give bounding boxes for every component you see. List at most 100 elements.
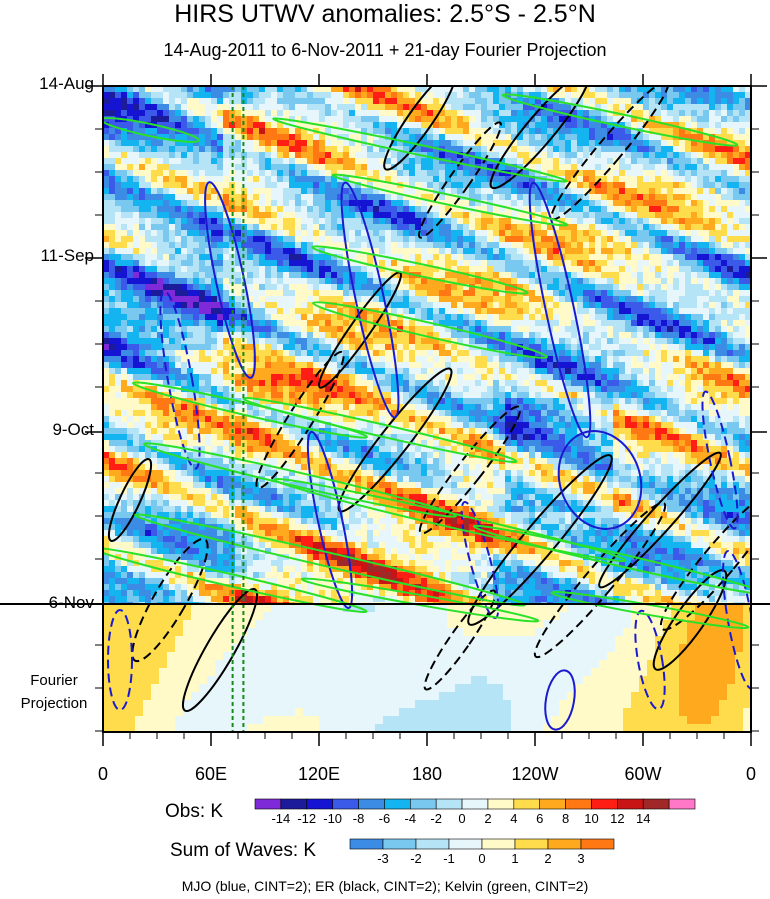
obs-cell bbox=[175, 278, 182, 285]
obs-cell bbox=[625, 314, 632, 321]
obs-cell bbox=[247, 272, 254, 279]
obs-cell bbox=[259, 278, 266, 285]
obs-cell bbox=[529, 200, 536, 207]
obs-cell bbox=[499, 272, 506, 279]
obs-cell bbox=[565, 320, 572, 327]
obs-cell bbox=[715, 260, 722, 267]
obs-cell bbox=[139, 158, 146, 165]
obs-cell bbox=[457, 296, 464, 303]
obs-cell bbox=[733, 176, 740, 183]
obs-cell bbox=[379, 248, 386, 255]
obs-cell bbox=[673, 320, 680, 327]
obs-cell bbox=[655, 296, 662, 303]
obs-cell bbox=[637, 140, 644, 147]
obs-cell bbox=[331, 356, 338, 363]
obs-cell bbox=[385, 230, 392, 237]
obs-cell bbox=[127, 140, 134, 147]
obs-cell bbox=[241, 362, 248, 369]
obs-cell bbox=[607, 182, 614, 189]
obs-cell bbox=[367, 206, 374, 213]
obs-cell bbox=[169, 104, 176, 111]
obs-cell bbox=[217, 284, 224, 291]
obs-cell bbox=[535, 242, 542, 249]
obs-cell bbox=[511, 140, 518, 147]
obs-cell bbox=[421, 104, 428, 111]
obs-cell bbox=[283, 326, 290, 333]
obs-cell bbox=[697, 122, 704, 129]
obs-cell bbox=[505, 236, 512, 243]
obs-cell bbox=[115, 266, 122, 273]
obs-cell bbox=[367, 110, 374, 117]
obs-cell bbox=[385, 284, 392, 291]
obs-cell bbox=[547, 92, 554, 99]
obs-cell bbox=[403, 170, 410, 177]
obs-cell bbox=[553, 194, 560, 201]
obs-cell bbox=[337, 212, 344, 219]
obs-cell bbox=[103, 290, 110, 297]
obs-cell bbox=[217, 182, 224, 189]
obs-cell bbox=[277, 218, 284, 225]
obs-cell bbox=[709, 248, 716, 255]
obs-cell bbox=[727, 332, 734, 339]
obs-cell bbox=[295, 152, 302, 159]
obs-cell bbox=[487, 248, 494, 255]
obs-cell bbox=[733, 302, 740, 309]
obs-cell bbox=[259, 164, 266, 171]
obs-cell bbox=[487, 296, 494, 303]
obs-cell bbox=[505, 344, 512, 351]
obs-cell bbox=[367, 212, 374, 219]
obs-cell bbox=[721, 272, 728, 279]
obs-cell bbox=[337, 182, 344, 189]
obs-cell bbox=[211, 332, 218, 339]
obs-cell bbox=[121, 254, 128, 261]
obs-cell bbox=[685, 200, 692, 207]
obs-cell bbox=[523, 116, 530, 123]
obs-cell bbox=[679, 314, 686, 321]
obs-cell bbox=[313, 356, 320, 363]
obs-cell bbox=[727, 170, 734, 177]
obs-cell bbox=[649, 176, 656, 183]
obs-cell bbox=[547, 206, 554, 213]
obs-cell bbox=[727, 128, 734, 135]
obs-cell bbox=[571, 266, 578, 273]
obs-cell bbox=[619, 344, 626, 351]
obs-cell bbox=[133, 338, 140, 345]
obs-cell bbox=[355, 152, 362, 159]
obs-cell bbox=[505, 338, 512, 345]
obs-cell bbox=[289, 314, 296, 321]
obs-cell bbox=[391, 86, 398, 93]
obs-cell bbox=[379, 212, 386, 219]
obs-cell bbox=[349, 86, 356, 93]
obs-cell bbox=[415, 86, 422, 93]
obs-cell bbox=[619, 212, 626, 219]
obs-cell bbox=[637, 302, 644, 309]
obs-cell bbox=[391, 176, 398, 183]
obs-cell bbox=[409, 278, 416, 285]
obs-cell bbox=[211, 122, 218, 129]
obs-cell bbox=[571, 290, 578, 297]
obs-cell bbox=[637, 146, 644, 153]
obs-cell bbox=[463, 194, 470, 201]
obs-cell bbox=[109, 86, 116, 93]
obs-cell bbox=[577, 266, 584, 273]
obs-cell bbox=[661, 212, 668, 219]
obs-cell bbox=[361, 266, 368, 273]
obs-cell bbox=[319, 170, 326, 177]
obs-cell bbox=[277, 152, 284, 159]
obs-cell bbox=[109, 314, 116, 321]
obs-cell bbox=[271, 272, 278, 279]
obs-cell bbox=[445, 296, 452, 303]
obs-cell bbox=[673, 296, 680, 303]
obs-cell bbox=[499, 86, 506, 93]
obs-cell bbox=[163, 122, 170, 129]
obs-cell bbox=[181, 104, 188, 111]
obs-cell bbox=[265, 314, 272, 321]
obs-cell bbox=[493, 302, 500, 309]
obs-cell bbox=[427, 164, 434, 171]
obs-cell bbox=[379, 146, 386, 153]
obs-cell bbox=[331, 98, 338, 105]
obs-cell bbox=[295, 332, 302, 339]
obs-cell bbox=[163, 278, 170, 285]
obs-cell bbox=[115, 332, 122, 339]
obs-cell bbox=[451, 122, 458, 129]
